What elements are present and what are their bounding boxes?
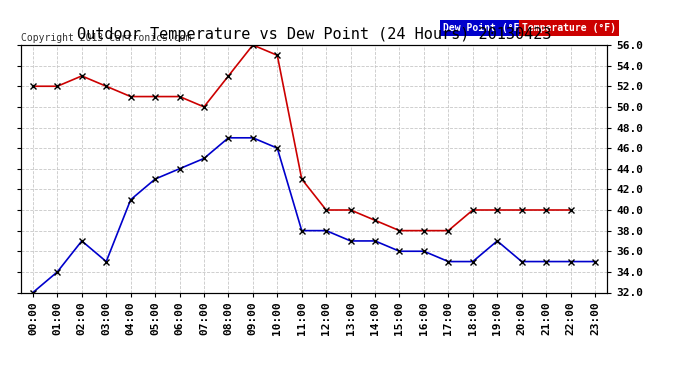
Text: Dew Point (°F): Dew Point (°F) — [443, 22, 525, 33]
Title: Outdoor Temperature vs Dew Point (24 Hours) 20130423: Outdoor Temperature vs Dew Point (24 Hou… — [77, 27, 551, 42]
Text: Copyright 2013 Cartronics.com: Copyright 2013 Cartronics.com — [21, 33, 191, 42]
Text: Temperature (°F): Temperature (°F) — [522, 22, 616, 33]
